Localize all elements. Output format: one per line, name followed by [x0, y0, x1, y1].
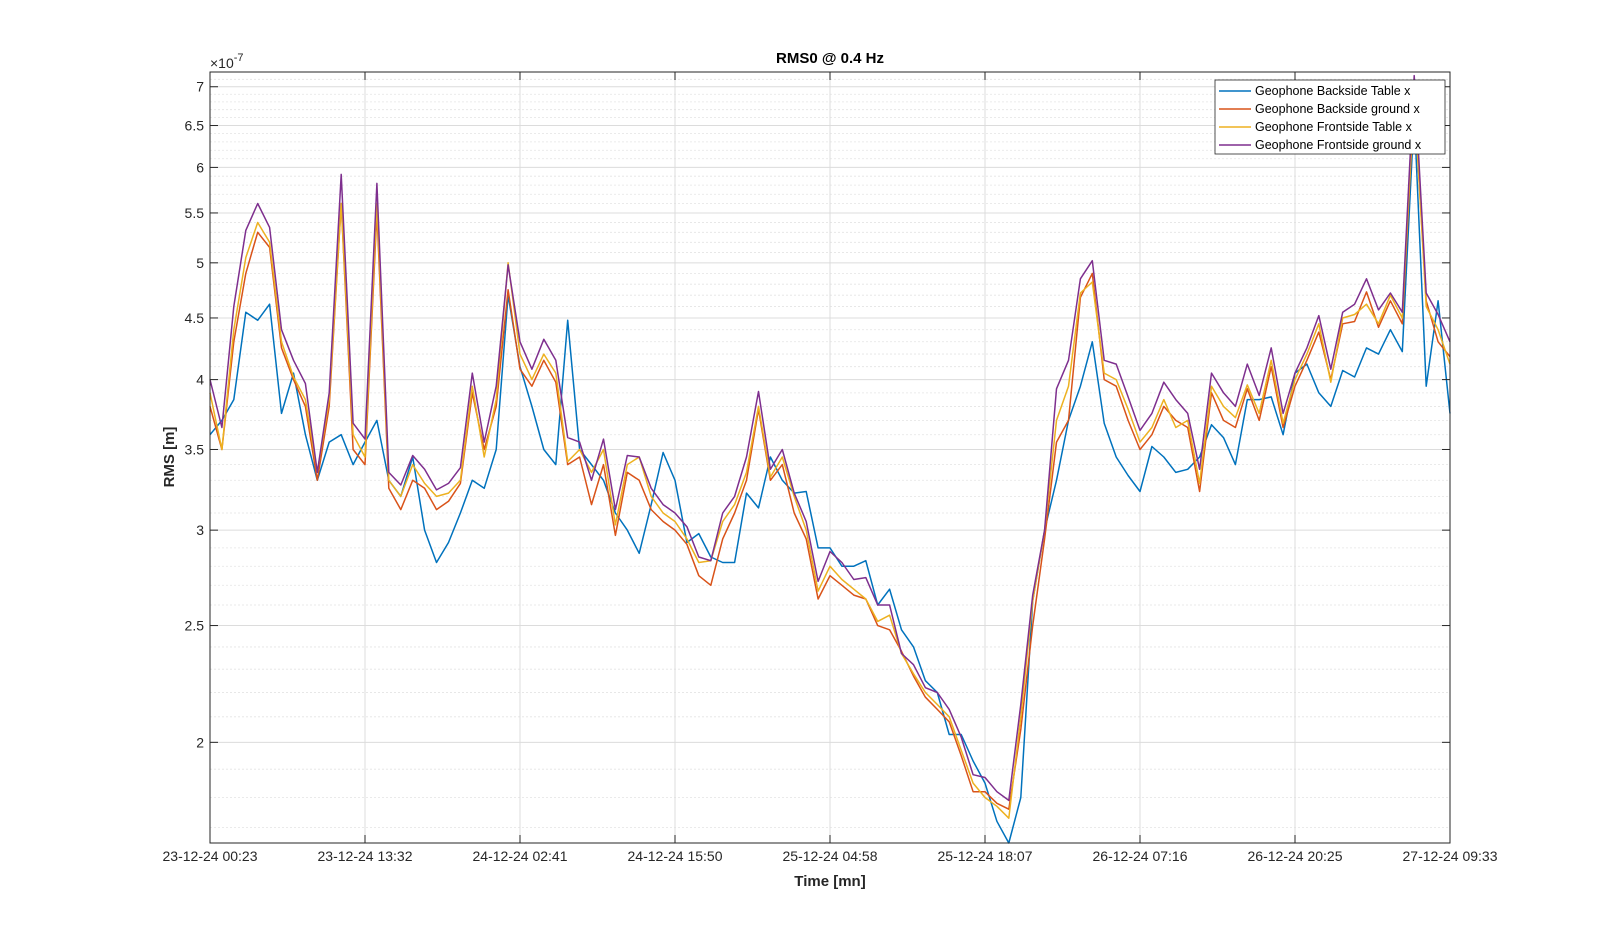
- x-axis-label: Time [mn]: [794, 873, 865, 890]
- y-tick-label: 3: [196, 522, 204, 538]
- y-tick-label: 4: [196, 372, 204, 388]
- y-tick-label: 2: [196, 734, 204, 750]
- legend-item: Geophone Frontside Table x: [1219, 120, 1413, 134]
- x-tick-label: 23-12-24 00:23: [163, 848, 258, 864]
- legend: Geophone Backside Table x Geophone Backs…: [1214, 79, 1446, 155]
- chart-title: RMS0 @ 0.4 Hz: [776, 50, 884, 67]
- series-lines: [209, 74, 1451, 844]
- y-tick-label: 6: [196, 159, 204, 175]
- series-line-1: [209, 97, 1451, 810]
- x-tick-label: 25-12-24 04:58: [783, 848, 878, 864]
- legend-item: Geophone Frontside ground x: [1219, 138, 1422, 152]
- x-tick-label: 26-12-24 20:25: [1248, 848, 1343, 864]
- y-exponent-label: ×10-7: [210, 52, 244, 71]
- series-line-2: [209, 93, 1451, 819]
- y-tick-label: 3.5: [185, 441, 205, 457]
- y-tick-label: 4.5: [185, 310, 205, 326]
- x-tick-label: 27-12-24 09:33: [1403, 848, 1498, 864]
- axes: 2 2.5 3 3.5 4 4.5 5 5.5 6 6.5 7 23-12-24 00:23 23-12…: [163, 72, 1498, 864]
- x-tick-label: 26-12-24 07:16: [1093, 848, 1188, 864]
- x-tick-label: 24-12-24 02:41: [473, 848, 568, 864]
- legend-item: Geophone Backside ground x: [1219, 102, 1420, 116]
- legend-item: Geophone Backside Table x: [1219, 84, 1411, 98]
- x-tick-label: 23-12-24 13:32: [318, 848, 413, 864]
- y-axis-label: RMS [m]: [161, 427, 178, 488]
- y-tick-label: 5: [196, 255, 204, 271]
- legend-label-0: Geophone Backside Table x: [1255, 84, 1411, 98]
- y-exponent-power: -7: [234, 52, 244, 64]
- y-tick-label: 5.5: [185, 205, 205, 221]
- series-line-0: [209, 112, 1451, 844]
- legend-label-1: Geophone Backside ground x: [1255, 102, 1420, 116]
- y-tick-label: 2.5: [185, 618, 205, 634]
- x-tick-label: 24-12-24 15:50: [628, 848, 723, 864]
- y-tick-label: 6.5: [185, 118, 205, 134]
- y-exponent-base: ×10: [210, 55, 234, 71]
- x-tick-label: 25-12-24 18:07: [938, 848, 1033, 864]
- y-tick-label: 7: [196, 79, 204, 95]
- legend-label-2: Geophone Frontside Table x: [1255, 120, 1413, 134]
- series-line-3: [209, 74, 1451, 802]
- legend-box: [1214, 79, 1446, 155]
- legend-label-3: Geophone Frontside ground x: [1255, 138, 1422, 152]
